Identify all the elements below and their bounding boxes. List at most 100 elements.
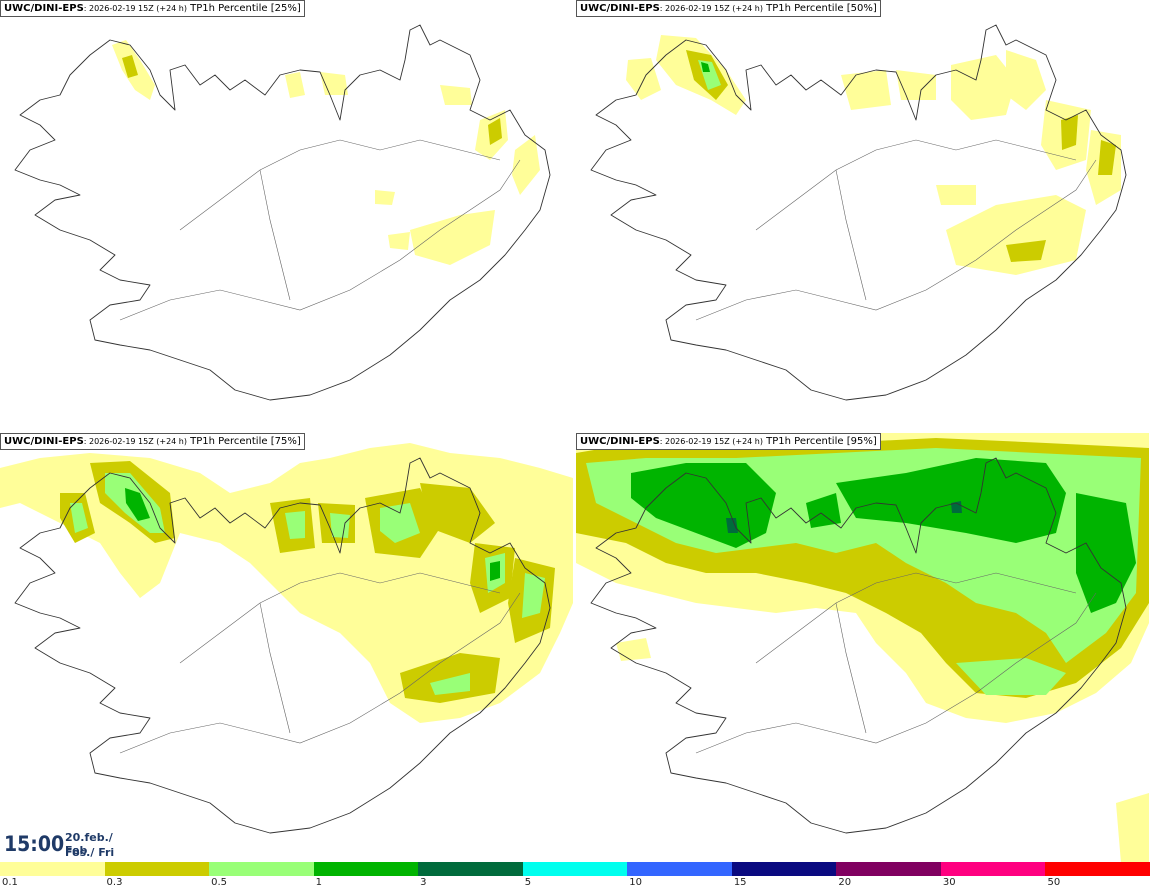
precip-area — [522, 573, 545, 618]
precip-area — [320, 72, 348, 95]
panel-title: UWC/DINI-EPS: 2026-02-19 15Z (+24 h) TP1… — [576, 0, 881, 17]
legend-swatch — [1045, 862, 1150, 876]
legend-tick-label: 3 — [420, 877, 427, 888]
precip-area — [701, 62, 710, 72]
precip-area — [1006, 50, 1046, 110]
roads — [695, 139, 1097, 321]
legend-swatch — [731, 862, 837, 876]
legend-swatch — [940, 862, 1046, 876]
model-name: UWC/DINI-EPS — [580, 3, 660, 14]
field-name: TP1h Percentile [95%] — [762, 436, 877, 447]
roads — [119, 139, 521, 321]
road — [835, 169, 867, 301]
precip-area — [946, 195, 1086, 275]
color-legend: 0.1 0.3 0.5 1 3 5 10 15 20 30 50 — [0, 862, 1150, 891]
coastline — [590, 24, 1127, 401]
legend-tick-label: 30 — [942, 877, 956, 888]
legend-swatch — [836, 862, 941, 876]
run-info: : 2026-02-19 15Z (+24 h) — [659, 437, 763, 446]
precip-area — [616, 638, 651, 661]
field-name: TP1h Percentile [75%] — [186, 436, 301, 447]
precip-map — [590, 24, 1127, 401]
precip-area — [806, 493, 841, 528]
precip-extreme — [726, 501, 962, 533]
iceland-coastline — [590, 457, 1127, 834]
precip-map — [0, 443, 573, 834]
precip-area — [410, 210, 495, 265]
iceland-coastline — [590, 24, 1127, 401]
road — [695, 592, 1097, 754]
map-panel-25: UWC/DINI-EPS: 2026-02-19 15Z (+24 h) TP1… — [0, 0, 573, 430]
legend-tick-label: 20 — [838, 877, 852, 888]
legend-swatch — [209, 862, 314, 876]
precip-very-high — [631, 458, 1136, 613]
precip-area — [841, 70, 891, 110]
legend-tick-label: 0.1 — [2, 877, 18, 888]
road — [755, 572, 1077, 664]
precip-area — [1061, 115, 1078, 150]
precip-area — [330, 513, 350, 538]
legend-swatch — [104, 862, 210, 876]
legend-tick-label: 5 — [524, 877, 532, 888]
road — [119, 159, 521, 321]
roads — [695, 572, 1097, 754]
precip-very-high — [125, 488, 500, 581]
valid-day: Fös./ Fri — [65, 846, 115, 859]
precip-area — [490, 561, 500, 581]
precip-area — [726, 518, 738, 533]
precip-area — [1006, 240, 1046, 262]
road — [259, 602, 291, 734]
coastline — [14, 24, 551, 401]
precip-map — [576, 433, 1149, 863]
road — [119, 592, 521, 754]
precip-area — [836, 458, 1066, 543]
precip-very-high — [701, 62, 710, 72]
legend-tick-label: 0.3 — [106, 877, 123, 888]
run-info: : 2026-02-19 15Z (+24 h) — [83, 437, 187, 446]
precip-area — [122, 55, 138, 78]
iceland-coastline — [14, 457, 551, 834]
valid-time-box: 15:00 20.feb./ Feb Fös./ Fri — [0, 828, 138, 862]
precip-moderate — [122, 55, 502, 145]
iceland-coastline — [14, 24, 551, 401]
precip-area — [896, 70, 936, 100]
roads — [119, 572, 521, 754]
panel-title: UWC/DINI-EPS: 2026-02-19 15Z (+24 h) TP1… — [576, 433, 881, 450]
panel-title: UWC/DINI-EPS: 2026-02-19 15Z (+24 h) TP1… — [0, 433, 305, 450]
legend-swatch — [418, 862, 523, 876]
precip-area — [631, 463, 776, 548]
map-panel-75: UWC/DINI-EPS: 2026-02-19 15Z (+24 h) TP1… — [0, 433, 573, 863]
precip-area — [956, 658, 1066, 695]
precip-area — [375, 190, 395, 205]
model-name: UWC/DINI-EPS — [4, 3, 84, 14]
precip-area — [125, 488, 150, 521]
model-name: UWC/DINI-EPS — [4, 436, 84, 447]
legend-color-bar — [0, 862, 1150, 876]
precip-area — [420, 483, 495, 543]
coastline — [14, 457, 551, 834]
precip-area — [936, 185, 976, 205]
field-name: TP1h Percentile [25%] — [186, 3, 301, 14]
run-info: : 2026-02-19 15Z (+24 h) — [659, 4, 763, 13]
precip-area — [430, 673, 470, 695]
precip-area — [1116, 793, 1149, 863]
precip-area — [285, 511, 305, 539]
legend-tick-label: 15 — [733, 877, 747, 888]
legend-tick-label: 10 — [629, 877, 642, 888]
panel-title: UWC/DINI-EPS: 2026-02-19 15Z (+24 h) TP1… — [0, 0, 305, 17]
road — [259, 169, 291, 301]
legend-swatch — [313, 862, 419, 876]
legend-tick-label: 1 — [315, 877, 322, 888]
field-name: TP1h Percentile [50%] — [762, 3, 877, 14]
precip-area — [320, 548, 355, 603]
legend-tick-label: 0.5 — [211, 877, 227, 888]
precip-area — [440, 85, 472, 105]
precip-area — [70, 503, 88, 533]
precip-area — [512, 135, 540, 195]
legend-swatch — [522, 862, 628, 876]
road — [835, 602, 867, 734]
road — [695, 159, 1097, 321]
model-name: UWC/DINI-EPS — [580, 436, 660, 447]
precip-fields — [112, 40, 540, 265]
run-info: : 2026-02-19 15Z (+24 h) — [83, 4, 187, 13]
